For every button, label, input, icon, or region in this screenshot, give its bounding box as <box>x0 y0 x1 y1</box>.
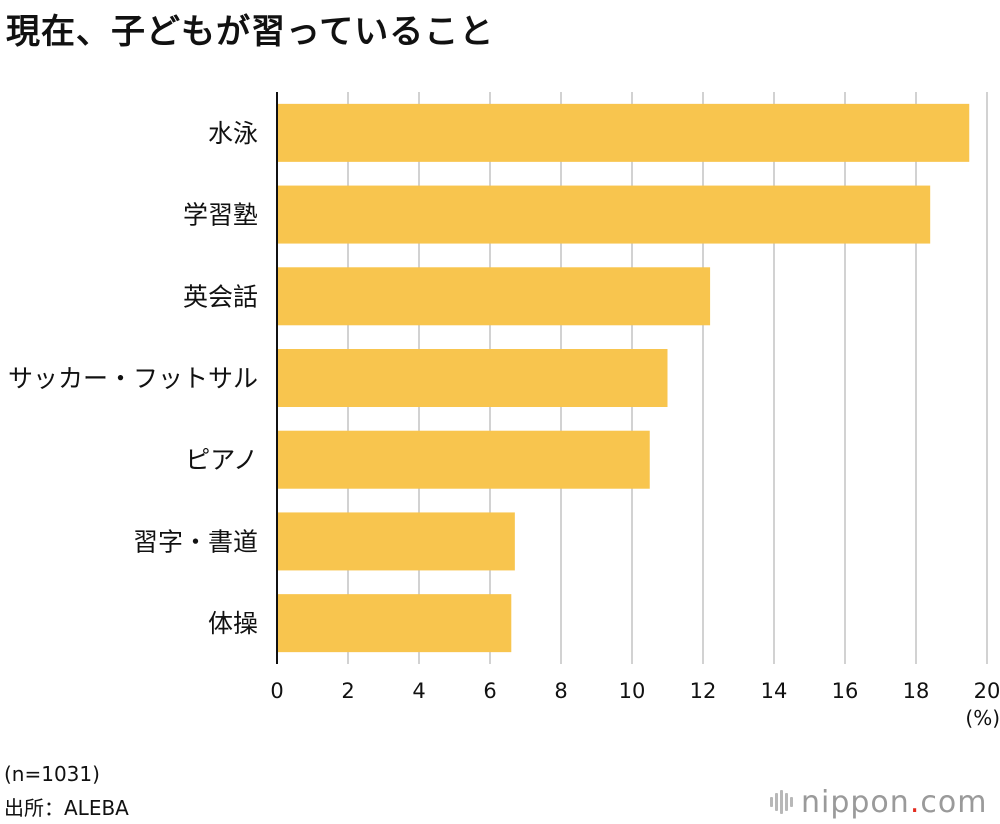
bar <box>277 349 668 407</box>
source-note: 出所：ALEBA <box>4 796 129 820</box>
bar <box>277 594 512 653</box>
category-label: 習字・書道 <box>133 527 258 556</box>
x-tick-label: 12 <box>690 679 717 703</box>
x-tick-label: 4 <box>412 679 425 703</box>
logo-bars-icon <box>770 790 793 814</box>
logo-name: nippon <box>801 784 910 820</box>
sample-size-note: (n=1031) <box>4 762 100 786</box>
x-tick-label: 16 <box>832 679 859 703</box>
bar <box>277 103 970 162</box>
category-label: サッカー・フットサル <box>8 364 258 393</box>
x-tick-label: 2 <box>341 679 354 703</box>
category-label: ピアノ <box>185 446 258 475</box>
category-label: 水泳 <box>208 119 258 148</box>
nippon-logo[interactable]: nippon.com <box>770 784 987 820</box>
category-label: 体操 <box>208 609 258 638</box>
bar <box>277 267 711 326</box>
x-tick-label: 10 <box>619 679 646 703</box>
bar <box>277 512 515 571</box>
x-tick-label: 14 <box>761 679 788 703</box>
x-tick-label: 0 <box>270 679 283 703</box>
bar <box>277 185 931 244</box>
category-label: 学習塾 <box>183 201 258 230</box>
logo-suffix: com <box>920 784 988 820</box>
logo-wordmark: nippon.com <box>801 785 987 820</box>
category-label: 英会話 <box>183 282 258 311</box>
x-tick-label: 8 <box>554 679 567 703</box>
bar <box>277 430 650 489</box>
chart-title: 現在、子どもが習っていること <box>6 12 495 52</box>
x-tick-label: 6 <box>483 679 496 703</box>
x-tick-label: 18 <box>903 679 930 703</box>
x-tick-label: 20 <box>974 679 1000 703</box>
logo-dot: . <box>909 784 921 820</box>
x-axis-unit-label: (%) <box>965 706 1000 730</box>
